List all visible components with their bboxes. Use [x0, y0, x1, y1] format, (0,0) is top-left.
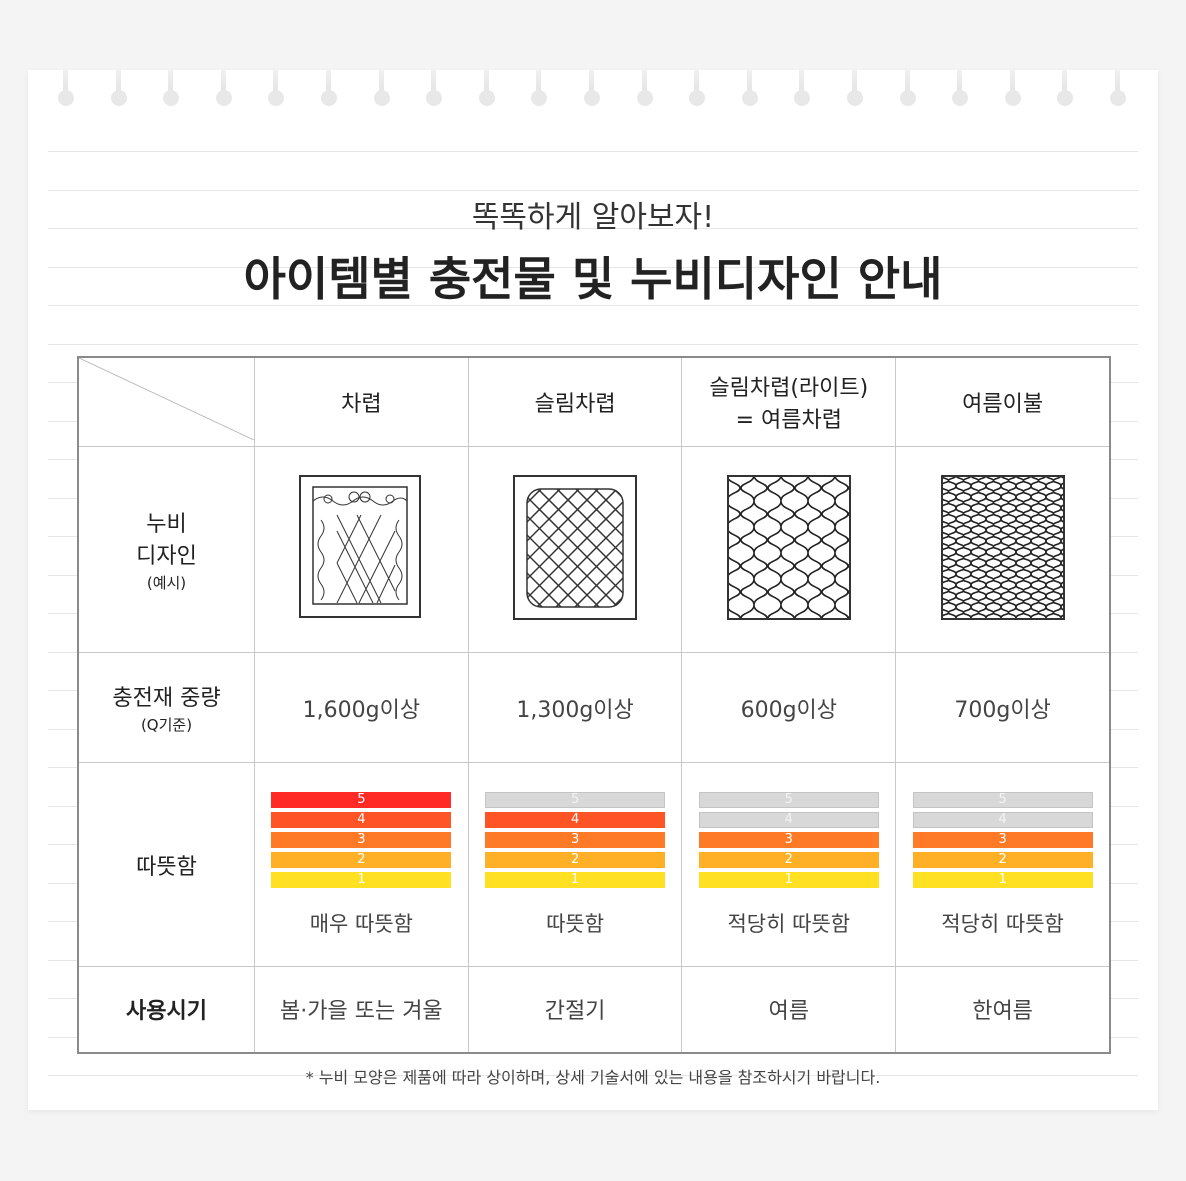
ruled-line [48, 151, 1138, 152]
warmth-bar-2: 2 [485, 851, 666, 868]
binder-ring-icon [321, 70, 337, 106]
binder-ring-icon [1057, 70, 1074, 106]
ruled-line [48, 228, 1138, 229]
row-header-weight: 충전재 중량 (Q기준) [77, 652, 255, 763]
binder-ring-icon [1004, 70, 1021, 106]
binder-ring-icon [584, 70, 600, 106]
warmth-cell: 5 4 3 2 1 적당히 따뜻함 [681, 762, 897, 967]
warmth-label: 적당히 따뜻함 [941, 911, 1064, 936]
page-title: 아이템별 충전물 및 누비디자인 안내 [243, 252, 943, 306]
binder-ring-icon [478, 70, 495, 106]
pattern-cell [254, 446, 469, 653]
warmth-bar-5: 5 [912, 791, 1093, 808]
binder-ring-icon [163, 70, 180, 106]
row-label: 사용시기 [126, 999, 207, 1025]
col-header: 차렵 [254, 356, 469, 447]
weight-value: 1,300g이상 [467, 652, 683, 763]
warmth-gauge: 5 4 3 2 1 [271, 791, 452, 888]
binder-ring-icon [1110, 70, 1126, 106]
season-value: 한여름 [895, 966, 1111, 1053]
border-lattice-quilt-icon [299, 475, 422, 618]
binder-ring-icon [268, 70, 285, 106]
weight-value: 700g이상 [895, 652, 1111, 763]
warmth-bar-2: 2 [271, 851, 452, 868]
warmth-label: 매우 따뜻함 [309, 911, 413, 936]
warmth-bar-3: 3 [485, 831, 666, 848]
weight-value: 1,600g이상 [254, 652, 469, 763]
season-value: 여름 [681, 966, 897, 1053]
warmth-cell: 5 4 3 2 1 매우 따뜻함 [254, 762, 469, 967]
ruled-line [48, 190, 1138, 191]
binder-ring-icon [58, 70, 74, 106]
row-label: 충전재 중량 [112, 686, 221, 711]
warmth-cell: 5 4 3 2 1 적당히 따뜻함 [895, 762, 1111, 967]
warmth-gauge: 5 4 3 2 1 [698, 791, 879, 888]
row-header-season: 사용시기 [77, 966, 255, 1053]
corner-cell [77, 356, 255, 447]
binder-ring-icon [847, 70, 863, 106]
col-header: 여름이불 [895, 356, 1111, 447]
binder-ring-icon [426, 70, 443, 106]
binder-ring-icon [636, 70, 653, 106]
warmth-bar-1: 1 [485, 871, 666, 888]
row-label: 누비 디자인 [136, 512, 197, 569]
comparison-table: 차렵 슬림차렵 슬림차렵(라이트) = 여름차렵 여름이불 누비 디자인 (예시)… [77, 356, 1111, 1054]
weight-value: 600g이상 [681, 652, 897, 763]
warmth-gauge: 5 4 3 2 1 [485, 791, 666, 888]
subtitle: 똑똑하게 알아보자! [471, 200, 715, 235]
pattern-cell [895, 446, 1111, 653]
warmth-bar-1: 1 [271, 871, 452, 888]
warmth-bar-4: 4 [485, 811, 666, 828]
row-sublabel: (예시) [146, 574, 187, 592]
binder-ring-icon [110, 70, 127, 106]
row-header-design: 누비 디자인 (예시) [77, 446, 255, 653]
pattern-cell [467, 446, 683, 653]
warmth-bar-3: 3 [698, 831, 879, 848]
warmth-bar-4: 4 [698, 811, 879, 828]
ogee-quilt-icon [726, 475, 851, 620]
footnote: * 누비 모양은 제품에 따라 상이하며, 상세 기술서에 있는 내용을 참조하… [305, 1068, 881, 1087]
binder-ring-icon [794, 70, 811, 106]
warmth-cell: 5 4 3 2 1 따뜻함 [467, 762, 683, 967]
warmth-bar-4: 4 [271, 811, 452, 828]
row-header-warmth: 따뜻함 [77, 762, 255, 967]
warmth-label: 따뜻함 [546, 911, 605, 936]
warmth-bar-1: 1 [698, 871, 879, 888]
binder-ring-icon [741, 70, 758, 106]
scalloped-diamond-quilt-icon [513, 475, 638, 620]
warmth-bar-5: 5 [698, 791, 879, 808]
diagonal-divider [78, 357, 255, 441]
col-header: 슬림차렵(라이트) = 여름차렵 [681, 356, 897, 447]
ruled-line [48, 267, 1138, 268]
row-sublabel: (Q기준) [140, 716, 193, 734]
binder-ring-icon [952, 70, 969, 106]
warmth-bar-3: 3 [271, 831, 452, 848]
ruled-line [48, 1075, 1138, 1076]
warmth-label: 적당히 따뜻함 [727, 911, 851, 936]
col-header: 슬림차렵 [467, 356, 683, 447]
binder-ring-icon [899, 70, 916, 106]
warmth-bar-5: 5 [271, 791, 452, 808]
warmth-bar-5: 5 [485, 791, 666, 808]
pattern-cell [681, 446, 897, 653]
ruled-line [48, 305, 1138, 306]
col-header-text: 슬림차렵(라이트) = 여름차렵 [709, 376, 869, 433]
season-value: 봄·가을 또는 겨울 [254, 966, 469, 1053]
binder-ring-icon [531, 70, 548, 106]
warmth-gauge: 5 4 3 2 1 [912, 791, 1093, 888]
binder-ring-icon [689, 70, 706, 106]
warmth-bar-2: 2 [912, 851, 1093, 868]
warmth-bar-1: 1 [912, 871, 1093, 888]
binder-ring-icon [215, 70, 232, 106]
season-value: 간절기 [467, 966, 683, 1053]
warmth-bar-3: 3 [912, 831, 1093, 848]
warmth-bar-4: 4 [912, 811, 1093, 828]
warmth-bar-2: 2 [698, 851, 879, 868]
ruled-line [48, 344, 1138, 345]
binder-ring-icon [373, 70, 390, 106]
fine-ogee-quilt-icon [940, 475, 1065, 620]
